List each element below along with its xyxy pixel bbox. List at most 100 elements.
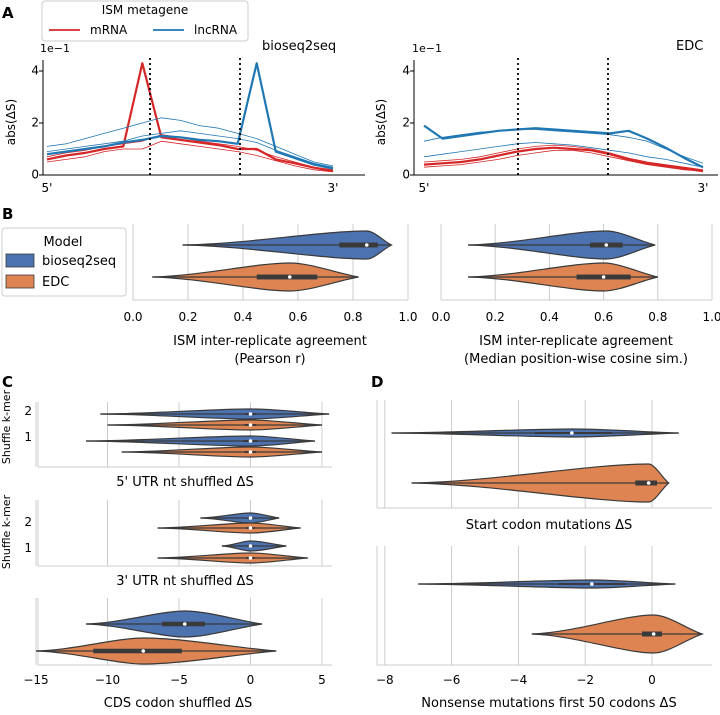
panel-a-left-ytick-2: 2 — [31, 116, 39, 130]
d2-violins-median-dot-1 — [651, 632, 656, 636]
d2-ticks-label-3: −2 — [576, 673, 594, 687]
bL-violins-median-dot-0 — [364, 243, 369, 247]
panel-label-c: C — [2, 373, 13, 391]
c1-violins-median-dot-1 — [248, 423, 253, 427]
panel-a-left-scale-label: 1e−1 — [40, 42, 70, 55]
panel-c1: 2 1 5' UTR nt shuffled ΔS — [24, 402, 332, 490]
panel-label-b: B — [2, 205, 13, 223]
bR-ticks-label-5: 1.0 — [702, 310, 720, 324]
panel-a-right-ytick-2: 2 — [402, 116, 410, 130]
panel-a-left-mrna-mean-line-2 — [46, 62, 334, 173]
d2-ticks-label-0: −8 — [376, 673, 394, 687]
c1-violins-median-dot-3 — [248, 450, 253, 454]
c2-violins-median-dot-3 — [248, 556, 253, 560]
bL-violins-iqr-box-1 — [256, 274, 318, 280]
panel-a-right-lncrna-replicate-line-3 — [423, 142, 704, 168]
bR-ticks-label-4: 0.8 — [648, 310, 667, 324]
panel-a-right-mrna-replicate-line-0 — [423, 149, 704, 172]
c3-ticks-label-0: −15 — [23, 673, 48, 687]
bR-violins-median-dot-0 — [604, 243, 609, 247]
bR-ticks-label-2: 0.4 — [540, 310, 559, 324]
c3-ticks-label-1: −10 — [95, 673, 120, 687]
d2-ticks-label-1: −6 — [443, 673, 461, 687]
panel-b-legend: Model bioseq2seq EDC — [1, 227, 127, 297]
panel-a-left-title: bioseq2seq — [262, 39, 336, 54]
panel-a-right-mrna-mean-line-2 — [423, 146, 704, 173]
panel-a-left-ytick-0: 0 — [31, 168, 39, 182]
panel-c2-ylabel: Shuffle k-mer — [0, 494, 13, 569]
panel-a-left: 1e−1 bioseq2seq abs(ΔS) 0 2 4 5' 3' — [4, 39, 365, 195]
panel-a-right-lncrna-mean-line-5 — [423, 124, 704, 169]
panel-label-d: D — [371, 373, 383, 391]
panel-d2: −8 −6 −4 −2 0 Nonsense mutations first 50 co… — [376, 546, 712, 711]
panel-a-left-xtick-3prime: 3' — [328, 181, 339, 195]
panel-b-legend-title: Model — [43, 235, 82, 250]
panel-a-left-ytick-4: 4 — [31, 64, 39, 78]
d1-violins-median-dot-0 — [570, 431, 574, 435]
c3-violins-iqr-box-1 — [93, 648, 182, 654]
panel-b-legend-bioseq2seq-swatch — [5, 253, 35, 268]
panel-d1: Start codon mutations ΔS — [376, 400, 712, 533]
panel-a-right-scale-label: 1e−1 — [412, 42, 442, 55]
panel-d1-xlabel: Start codon mutations ΔS — [466, 518, 633, 533]
bL-ticks-label-2: 0.4 — [233, 310, 252, 324]
panel-b-legend-edc-label: EDC — [42, 275, 69, 290]
bL-ticks-label-3: 0.6 — [288, 310, 307, 324]
panel-b-legend-edc-swatch — [5, 274, 35, 289]
c3-violins-median-dot-0 — [182, 622, 187, 626]
panel-a-legend-box — [41, 0, 249, 42]
panel-d2-xlabel: Nonsense mutations first 50 codons ΔS — [421, 696, 676, 711]
panel-a-right-mrna-replicate-line-1 — [423, 144, 704, 171]
c2-violins-median-dot-2 — [248, 544, 253, 548]
bR-ticks-label-3: 0.6 — [594, 310, 613, 324]
bR-ticks-label-0: 0.0 — [431, 310, 450, 324]
d1-violins-iqr-box-1 — [635, 480, 658, 486]
panel-b-left-xlabel-line1: ISM inter-replicate agreement — [173, 334, 367, 349]
c2-violins-median-dot-0 — [248, 516, 253, 520]
panel-a-left-lncrna-mean-line-5 — [46, 62, 334, 170]
panel-c1-ytick-1: 1 — [24, 430, 32, 444]
d2-ticks-label-4: 0 — [648, 673, 656, 687]
panel-a-legend-title: ISM metagene — [102, 3, 188, 17]
bL-ticks-label-4: 0.8 — [343, 310, 362, 324]
bL-ticks-label-0: 0.0 — [123, 310, 142, 324]
panel-a-left-lncrna-replicate-line-3 — [46, 130, 334, 168]
panel-c1-ylabel: Shuffle k-mer — [0, 389, 13, 464]
bL-ticks-label-5: 1.0 — [398, 310, 417, 324]
c3-ticks-label-2: −5 — [170, 673, 188, 687]
panel-label-a: A — [2, 4, 14, 22]
panel-a-right-xtick-5prime: 5' — [419, 181, 430, 195]
panel-a-right-xtick-3prime: 3' — [698, 181, 709, 195]
c2-violins-median-dot-1 — [248, 526, 253, 530]
bR-violins-median-dot-1 — [601, 275, 606, 279]
panel-a-right: 1e−1 EDC abs(ΔS) 0 2 4 5' 3' — [374, 39, 718, 195]
panel-a-left-xtick-5prime: 5' — [42, 181, 53, 195]
panel-a-legend: ISM metagene mRNA lncRNA — [41, 0, 249, 42]
panel-c3: −15 −10 −5 0 5 CDS codon shuffled ΔS — [23, 598, 332, 711]
panel-c1-xlabel: 5' UTR nt shuffled ΔS — [116, 475, 253, 490]
panel-a-right-ylabel: abs(ΔS) — [374, 99, 388, 145]
panel-a-right-ytick-0: 0 — [402, 168, 410, 182]
panel-a-right-ytick-4: 4 — [402, 64, 410, 78]
d2-violins-median-dot-0 — [590, 582, 594, 586]
panel-c2-ytick-2: 2 — [24, 515, 32, 529]
bL-violins-median-dot-1 — [287, 275, 292, 279]
c1-violins-median-dot-2 — [248, 439, 253, 443]
c1-violins-median-dot-0 — [248, 412, 253, 416]
panel-b-right-xlabel-line1: ISM inter-replicate agreement — [479, 334, 673, 349]
panel-a-left-ylabel: abs(ΔS) — [4, 99, 18, 145]
panel-c1-ytick-2: 2 — [24, 404, 32, 418]
c3-violins-median-dot-1 — [141, 649, 146, 653]
bR-ticks-label-1: 0.2 — [486, 310, 505, 324]
panel-c2-ytick-1: 1 — [24, 541, 32, 555]
panel-a-right-lncrna-replicate-line-4 — [423, 129, 704, 164]
bL-ticks-label-1: 0.2 — [178, 310, 197, 324]
c3-ticks-label-4: 5 — [318, 673, 326, 687]
c3-ticks-label-3: 0 — [247, 673, 255, 687]
panel-c2: 2 1 3' UTR nt shuffled ΔS — [24, 500, 332, 589]
panel-c3-xlabel: CDS codon shuffled ΔS — [104, 696, 253, 711]
d1-violins-median-dot-1 — [646, 481, 651, 485]
panel-a-left-mrna-replicate-line-0 — [46, 140, 334, 173]
panel-a-legend-mrna-label: mRNA — [90, 23, 128, 37]
